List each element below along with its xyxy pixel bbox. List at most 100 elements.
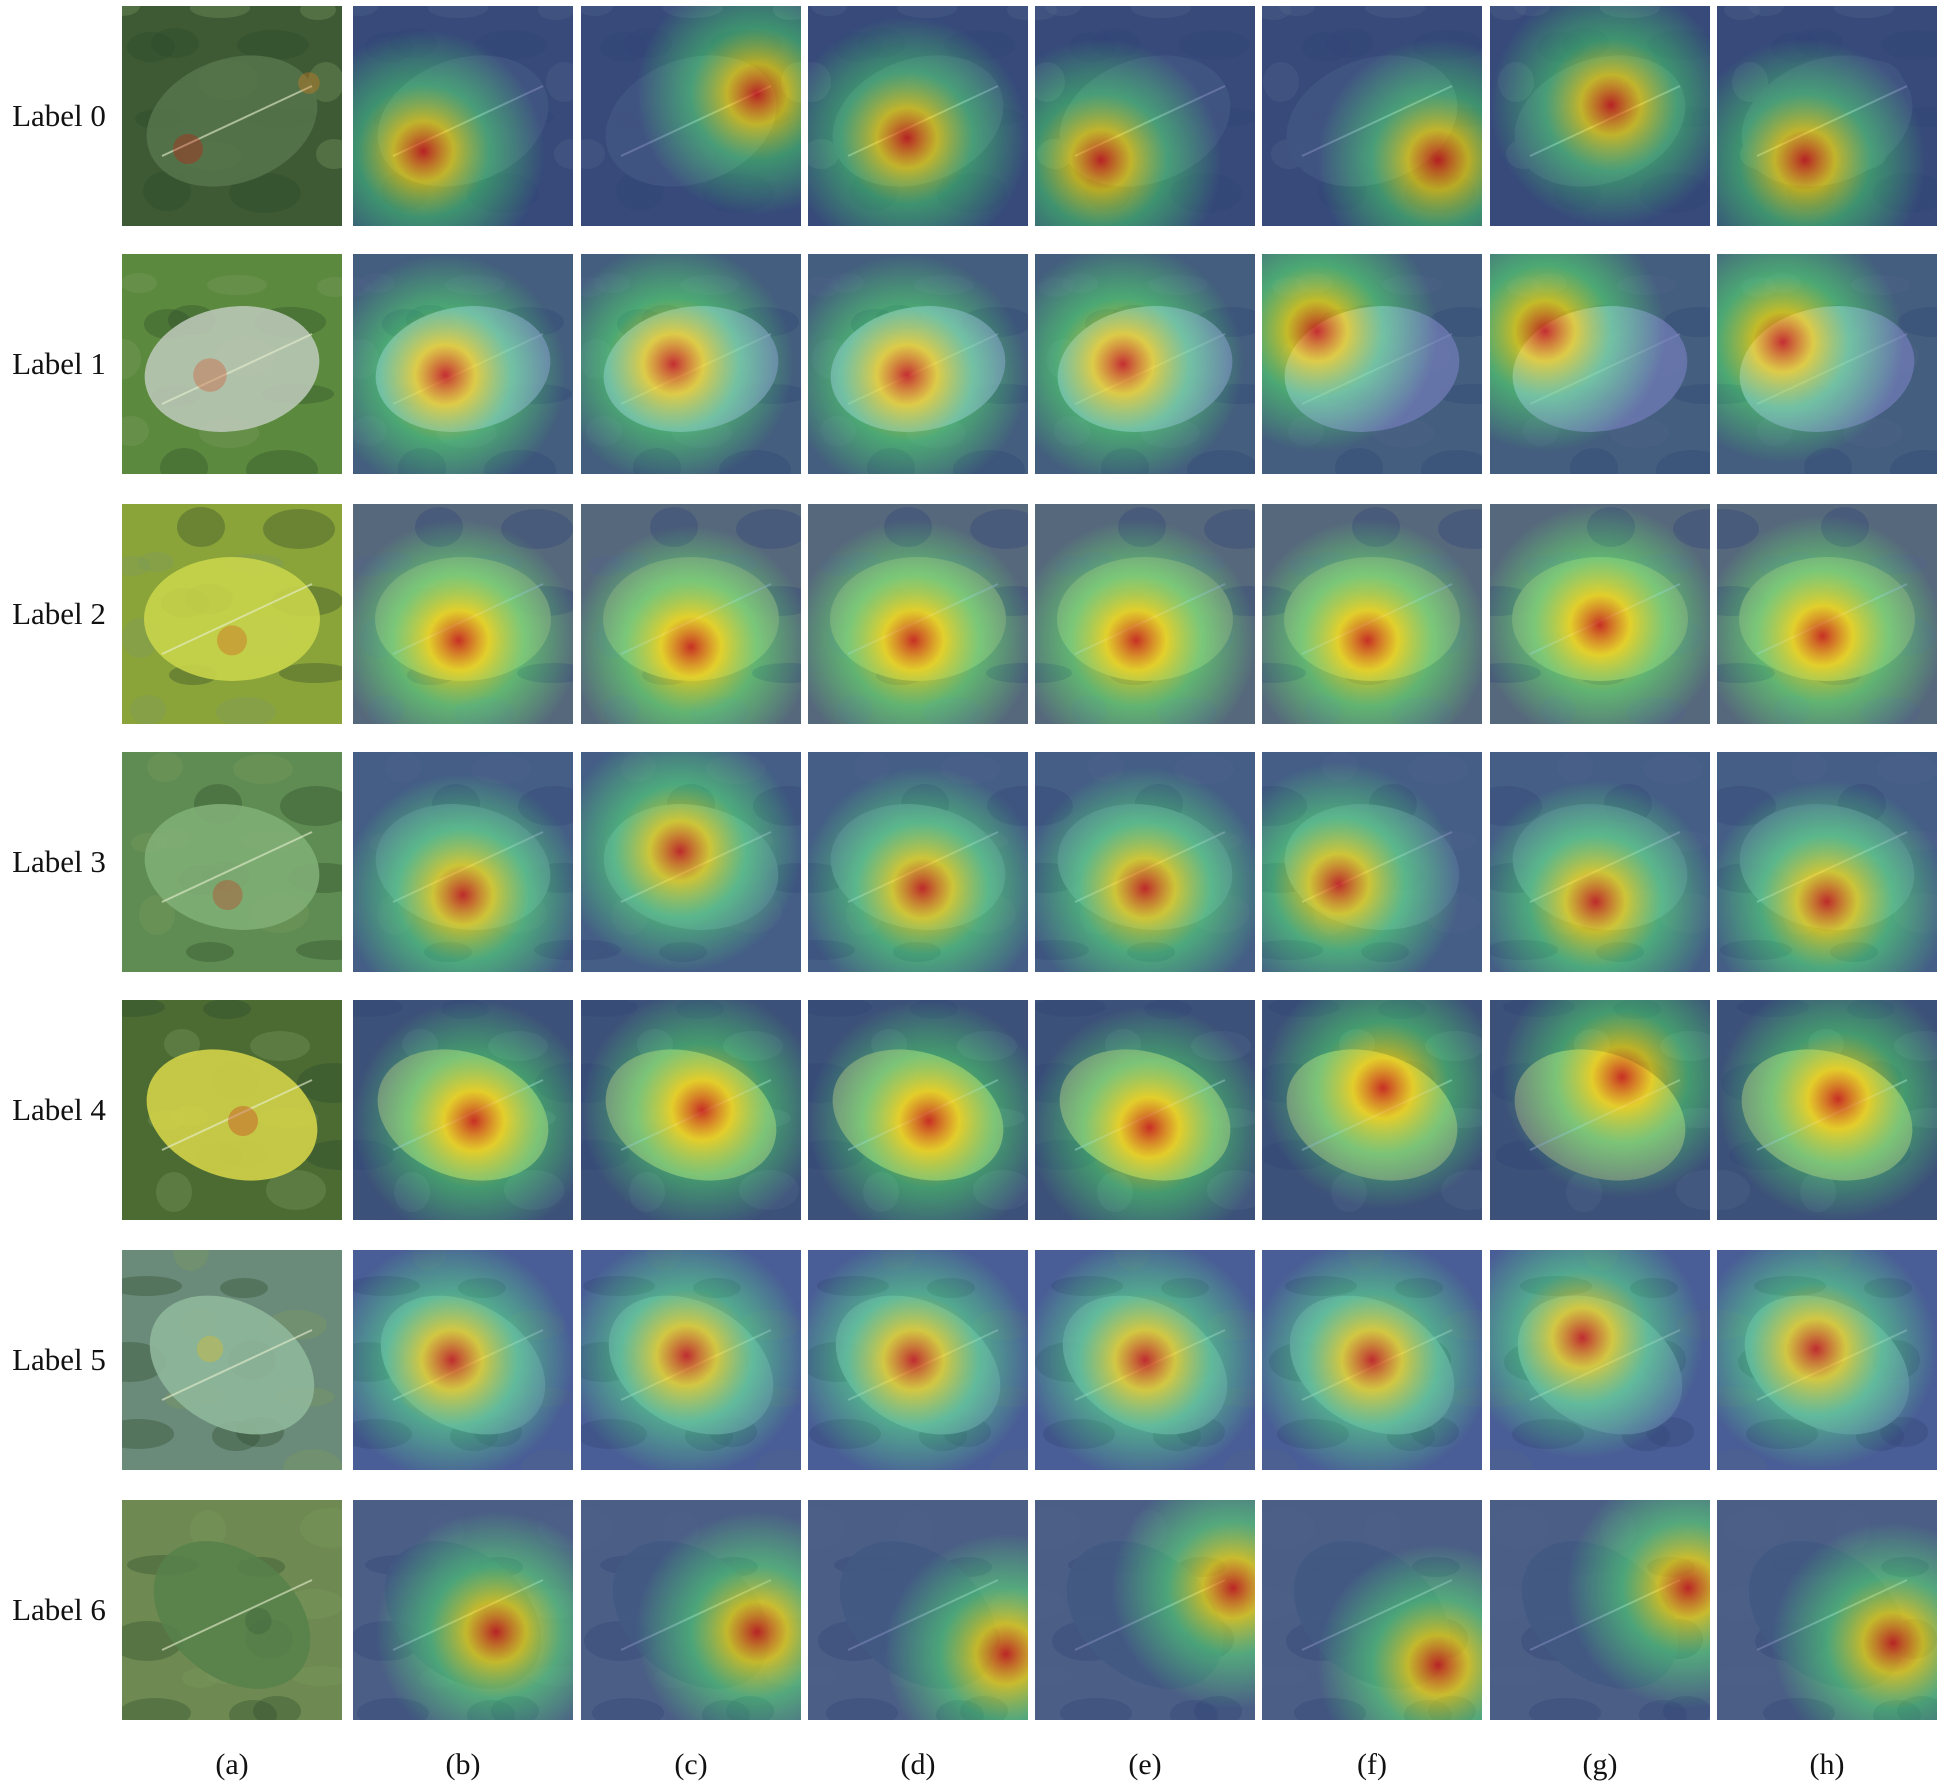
heatmap-image (808, 1250, 1028, 1470)
leaf-vein (161, 1079, 313, 1151)
heatmap-image (808, 1500, 1028, 1720)
cell-graphic (1262, 504, 1482, 724)
row-label: Label 6 (12, 1592, 106, 1627)
cell-graphic (122, 752, 342, 972)
cell-graphic (808, 1250, 1028, 1470)
foliage-texture (305, 1140, 342, 1170)
foliage-texture (266, 1170, 326, 1210)
foliage-texture (139, 895, 175, 935)
foliage-texture (164, 1029, 200, 1059)
column-label: (a) (215, 1748, 249, 1781)
cell-graphic (808, 254, 1028, 474)
cell-graphic (1035, 1250, 1255, 1470)
foliage-texture (279, 663, 342, 683)
heatmap-overlay (353, 254, 573, 474)
heatmap-overlay (581, 1000, 801, 1220)
cell-graphic (808, 752, 1028, 972)
cell-graphic (1717, 254, 1937, 474)
foliage-texture (122, 1698, 191, 1720)
heatmap-image (1262, 254, 1482, 474)
heatmap-image (808, 504, 1028, 724)
foliage-texture (190, 6, 250, 18)
row-label: Label 1 (12, 346, 106, 381)
cell-graphic (1490, 254, 1710, 474)
column-label: (e) (1128, 1748, 1162, 1781)
cell-graphic (1035, 504, 1255, 724)
heatmap-image (353, 752, 573, 972)
original-leaf-image (122, 6, 342, 226)
heatmap-overlay (581, 1250, 801, 1470)
leaf-vein (161, 333, 313, 405)
foliage-texture (246, 450, 318, 474)
leaf-shape (146, 1049, 318, 1181)
heatmap-image (1490, 1250, 1710, 1470)
cell-graphic (353, 1250, 573, 1470)
foliage-texture (122, 273, 157, 293)
cell-graphic (122, 1000, 342, 1220)
heatmap-overlay (808, 1500, 1028, 1720)
cell-graphic (1262, 1000, 1482, 1220)
cell-graphic (1717, 6, 1937, 226)
heatmap-overlay (1262, 6, 1482, 226)
heatmap-overlay (1262, 1250, 1482, 1470)
heatmap-overlay (1035, 1250, 1255, 1470)
cell-graphic (1717, 504, 1937, 724)
foliage-texture (190, 1510, 226, 1550)
heatmap-image (1717, 504, 1937, 724)
cell-graphic (1490, 504, 1710, 724)
foliage-texture (253, 1696, 301, 1720)
heatmap-image (581, 1000, 801, 1220)
cell-graphic (122, 6, 342, 226)
heatmap-image (1490, 6, 1710, 226)
cell-graphic (808, 1000, 1028, 1220)
leaf-vein (161, 831, 313, 903)
heatmap-overlay (581, 1500, 801, 1720)
foliage-texture (216, 697, 276, 724)
heatmap-image (1717, 1250, 1937, 1470)
foliage-texture (122, 1419, 174, 1449)
cell-graphic (122, 504, 342, 724)
cell-graphic (1262, 6, 1482, 226)
foliage-texture (250, 1031, 310, 1061)
cell-graphic (581, 254, 801, 474)
leaf-vein (161, 85, 313, 157)
original-leaf-image (122, 752, 342, 972)
heatmap-overlay (1490, 1500, 1710, 1720)
heatmap-image (581, 1250, 801, 1470)
heatmap-image (1262, 6, 1482, 226)
heatmap-overlay (1490, 504, 1710, 724)
heatmap-image (1262, 752, 1482, 972)
heatmap-overlay (1490, 1000, 1710, 1220)
cell-graphic (1490, 1000, 1710, 1220)
cell-graphic (1717, 1000, 1937, 1220)
foliage-texture (207, 275, 267, 295)
foliage-texture (229, 173, 301, 213)
heatmap-image (1035, 1000, 1255, 1220)
heatmap-overlay (1490, 1250, 1710, 1470)
heatmap-image (1490, 1000, 1710, 1220)
heatmap-image (353, 1250, 573, 1470)
foliage-texture (297, 1063, 342, 1103)
cell-graphic (1717, 1500, 1937, 1720)
cell-graphic (581, 1250, 801, 1470)
foliage-texture (122, 339, 141, 379)
heatmap-image (581, 504, 801, 724)
heatmap-overlay (353, 1250, 573, 1470)
heatmap-image (1490, 254, 1710, 474)
heatmap-image (1262, 1250, 1482, 1470)
heatmap-image (581, 1500, 801, 1720)
heatmap-image (1717, 1000, 1937, 1220)
heatmap-image (1035, 1500, 1255, 1720)
cell-graphic (581, 1000, 801, 1220)
cell-graphic (1035, 752, 1255, 972)
column-label: (b) (445, 1748, 481, 1781)
heatmap-image (1262, 504, 1482, 724)
heatmap-image (581, 254, 801, 474)
heatmap-overlay (353, 1500, 573, 1720)
leaf-spot (212, 880, 243, 910)
cell-graphic (353, 254, 573, 474)
leaf-shape (144, 804, 320, 930)
heatmap-overlay (1035, 6, 1255, 226)
heatmap-overlay (808, 6, 1028, 226)
